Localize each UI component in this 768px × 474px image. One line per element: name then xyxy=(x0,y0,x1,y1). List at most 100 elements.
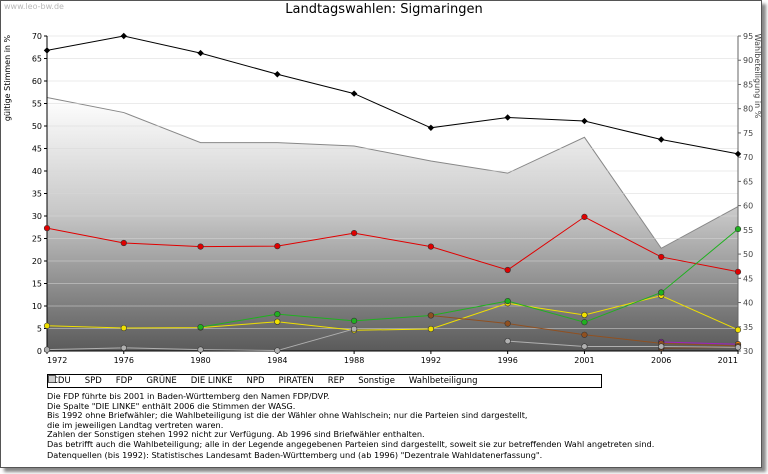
data-point-cdu xyxy=(504,114,511,121)
data-point-spd xyxy=(427,243,434,250)
data-point-sonstige xyxy=(274,347,281,354)
data-point-sonstige xyxy=(658,343,665,350)
legend-item: Wahlbeteiligung xyxy=(48,375,478,386)
data-point-gruene xyxy=(581,319,588,326)
y-tick-label-right: 55 xyxy=(743,226,753,235)
series-line-gruene xyxy=(200,228,739,328)
data-point-cdu xyxy=(197,49,204,57)
data-point-sonstige xyxy=(197,346,204,353)
data-point-fdp xyxy=(581,311,588,319)
y-tick-label-right: 75 xyxy=(743,129,753,138)
y-tick-label-left: 10 xyxy=(32,302,42,311)
note-line: Das betrifft auch die Wahlbeteiligung; a… xyxy=(47,438,655,449)
y-tick-label-right: 95 xyxy=(743,32,753,41)
y-tick-label-left: 5 xyxy=(37,325,42,334)
data-point-cdu xyxy=(120,32,127,40)
turnout-line xyxy=(46,97,739,249)
x-tick-label: 1976 xyxy=(114,356,134,365)
y-tick-label-right: 80 xyxy=(743,105,753,114)
legend-item: SPD xyxy=(48,375,102,386)
data-point-sonstige xyxy=(581,343,588,350)
data-point-rep xyxy=(427,312,434,319)
data-point-fdp xyxy=(734,326,742,333)
x-tick-label: 1984 xyxy=(267,356,287,365)
series-line-linke xyxy=(661,341,739,345)
y-tick-label-right: 60 xyxy=(743,202,753,211)
legend-label: SPD xyxy=(84,376,102,386)
legend-label: NPD xyxy=(246,376,265,386)
data-point-gruene xyxy=(658,289,665,296)
legend-item: NPD xyxy=(48,375,265,386)
y-tick-label-right: 90 xyxy=(743,56,753,65)
data-point-gruene xyxy=(734,225,742,233)
legend-label: PIRATEN xyxy=(278,376,314,386)
legend-marker xyxy=(48,375,56,383)
x-tick-label: 1988 xyxy=(344,356,364,365)
y-tick-label-left: 70 xyxy=(32,32,42,41)
turnout-area xyxy=(47,97,738,352)
data-point-gruene xyxy=(504,297,511,305)
x-tick-label: 2011 xyxy=(718,356,738,365)
data-point-fdp xyxy=(120,324,127,332)
data-point-spd xyxy=(581,213,588,220)
data-point-gruene xyxy=(197,324,204,331)
data-point-cdu xyxy=(43,47,51,54)
data-point-spd xyxy=(197,243,204,250)
y-tick-label-right: 45 xyxy=(743,274,753,283)
data-point-fdp xyxy=(43,322,51,329)
legend-item: DIE LINKE xyxy=(48,375,233,386)
data-point-cdu xyxy=(581,117,588,125)
y-tick-label-left: 25 xyxy=(32,235,42,244)
data-point-sonstige xyxy=(351,325,358,333)
chart-legend: CDU SPD FDP GRÜNE DIE LINKE NPD PIRATEN REP Sons… xyxy=(47,374,602,388)
data-point-sonstige xyxy=(43,346,51,353)
x-tick-label: 1972 xyxy=(47,356,67,365)
y-tick-label-left: 0 xyxy=(37,347,42,356)
data-point-fdp xyxy=(427,325,434,333)
y-tick-label-left: 55 xyxy=(32,100,42,109)
data-point-sonstige xyxy=(504,338,511,345)
y-tick-label-left: 40 xyxy=(32,167,42,176)
x-tick-label: 1996 xyxy=(497,356,517,365)
note-line: Die Spalte "DIE LINKE" enthält 2006 die … xyxy=(47,400,296,411)
data-point-rep xyxy=(504,320,511,327)
y-tick-label-left: 65 xyxy=(32,55,42,64)
legend-label: Sonstige xyxy=(358,376,395,386)
series-line-cdu xyxy=(46,35,739,155)
legend-item: FDP xyxy=(48,375,133,386)
legend-label: DIE LINKE xyxy=(190,376,233,386)
data-point-spd xyxy=(120,239,127,247)
legend-label: FDP xyxy=(115,376,133,386)
note-line: Die FDP führte bis 2001 in Baden-Württem… xyxy=(47,391,330,401)
y-axis-label-left: gültige Stimmen in % xyxy=(3,34,12,121)
data-point-gruene xyxy=(274,311,281,318)
data-point-spd xyxy=(658,253,665,261)
y-tick-label-left: 50 xyxy=(32,122,42,131)
data-point-spd xyxy=(274,243,281,250)
y-tick-label-left: 35 xyxy=(32,190,42,199)
data-point-gruene xyxy=(351,317,358,324)
series-line-fdp xyxy=(46,295,739,331)
data-point-sonstige xyxy=(734,344,742,351)
y-tick-label-right: 50 xyxy=(743,250,753,259)
y-tick-label-right: 35 xyxy=(743,323,753,332)
y-tick-label-left: 60 xyxy=(32,77,42,86)
data-point-spd xyxy=(351,230,358,237)
data-point-cdu xyxy=(427,124,435,131)
x-tick-label: 2001 xyxy=(574,356,594,365)
data-point-sonstige xyxy=(120,344,127,351)
chart-title: Landtagswahlen: Sigmaringen xyxy=(285,2,483,17)
y-tick-label-right: 70 xyxy=(743,153,753,162)
legend-label: Wahlbeteiligung xyxy=(408,376,478,386)
source-note: Datenquellen (bis 1992): Statistisches L… xyxy=(47,450,543,460)
legend-label: GRÜNE xyxy=(146,376,177,386)
legend-item: PIRATEN xyxy=(48,375,314,386)
legend-item: Sonstige xyxy=(48,375,395,386)
y-tick-label-left: 45 xyxy=(32,145,42,154)
legend-item: GRÜNE xyxy=(48,375,177,386)
notes: Die FDP führte bis 2001 in Baden-Württem… xyxy=(47,391,747,450)
data-point-spd xyxy=(734,268,742,275)
data-point-cdu xyxy=(658,136,665,143)
x-tick-label: 1992 xyxy=(421,356,441,365)
